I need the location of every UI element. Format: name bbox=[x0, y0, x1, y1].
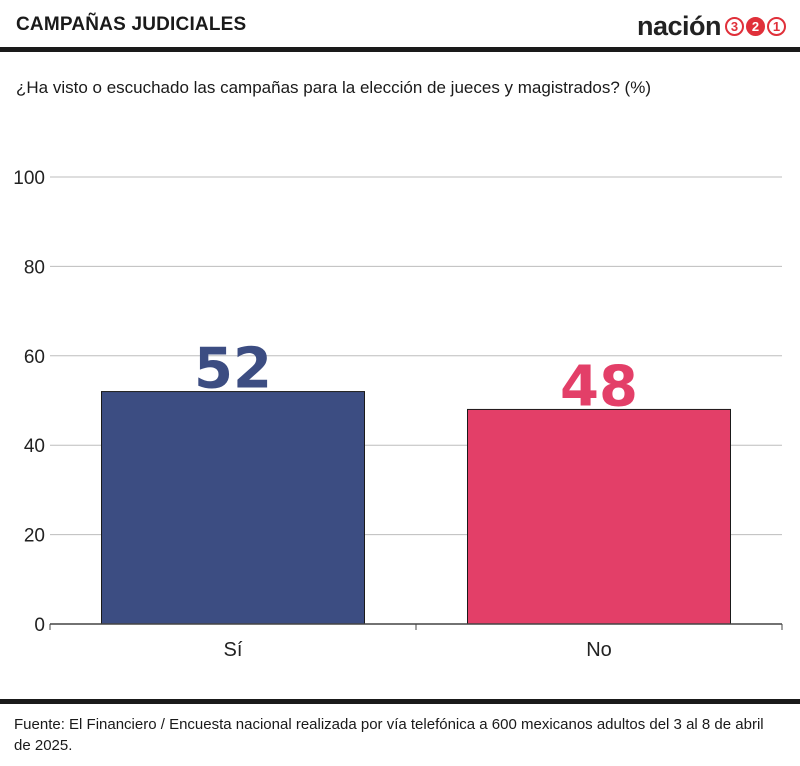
page-title: CAMPAÑAS JUDICIALES bbox=[16, 14, 247, 35]
y-tick-label: 0 bbox=[34, 615, 45, 636]
logo-badge-2: 2 bbox=[746, 16, 765, 36]
data-label: 48 bbox=[560, 354, 638, 419]
y-tick-label: 40 bbox=[24, 436, 45, 457]
bar-chart: 0 20 40 60 80 100 52 Sí 48 No bbox=[13, 168, 783, 661]
x-tick-label: Sí bbox=[224, 639, 243, 661]
bar-no bbox=[467, 408, 731, 625]
chart-question: ¿Ha visto o escuchado las campañas para … bbox=[16, 78, 651, 97]
logo-text: nación bbox=[636, 10, 722, 41]
bar-si bbox=[101, 391, 365, 625]
y-tick-label: 60 bbox=[24, 347, 45, 368]
nacion321-logo: nación 3 2 1 bbox=[637, 8, 786, 44]
top-divider bbox=[0, 47, 800, 52]
y-tick-label: 80 bbox=[24, 257, 45, 278]
x-tick-label: No bbox=[586, 639, 612, 661]
logo-badge-3: 3 bbox=[725, 16, 744, 36]
data-label: 52 bbox=[194, 337, 272, 402]
y-tick-label: 100 bbox=[13, 168, 45, 189]
source-note: Fuente: El Financiero / Encuesta naciona… bbox=[14, 716, 764, 754]
logo-badge-1: 1 bbox=[767, 16, 786, 36]
y-tick-label: 20 bbox=[24, 526, 45, 547]
bottom-divider bbox=[0, 699, 800, 704]
